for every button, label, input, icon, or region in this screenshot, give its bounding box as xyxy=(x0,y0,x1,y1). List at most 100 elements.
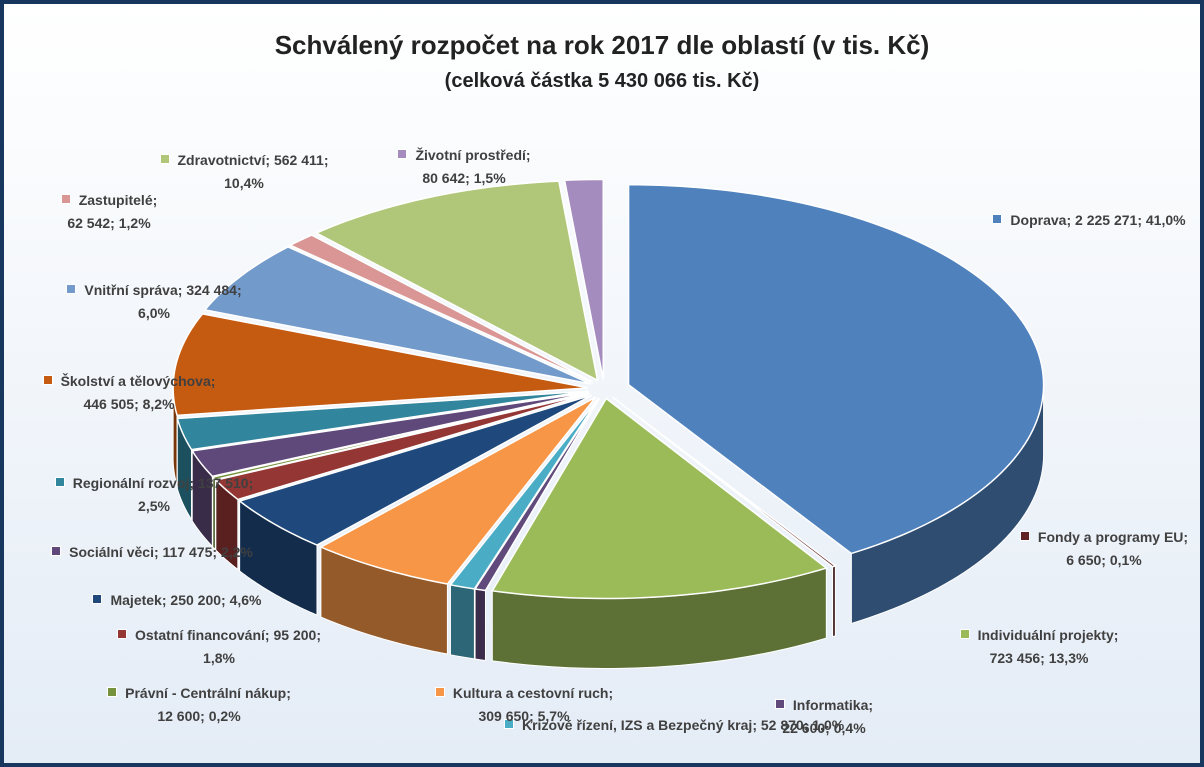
label-separator: ; xyxy=(153,544,163,560)
legend-marker xyxy=(60,194,71,204)
label-percent: 1,0% xyxy=(812,717,845,733)
label-percent: 1,8% xyxy=(203,650,235,666)
label-separator: ; xyxy=(1101,552,1110,568)
data-label: Zdravotnictví; 562 411; 10,4% xyxy=(124,149,364,195)
label-separator: ; xyxy=(803,717,813,733)
label-name: Sociální věci xyxy=(69,544,154,560)
label-percent: 10,4% xyxy=(224,175,264,191)
label-value: 62 542 xyxy=(67,215,111,231)
legend-marker xyxy=(397,149,408,159)
label-separator: ; xyxy=(236,282,242,298)
label-name: Informatika xyxy=(792,697,869,713)
data-label: Školství a tělovýchova; 446 505; 8,2% xyxy=(14,370,244,416)
slice xyxy=(214,392,591,501)
legend-marker xyxy=(107,687,118,697)
slice xyxy=(190,391,590,478)
slice-side xyxy=(832,565,836,638)
label-value: 562 411 xyxy=(273,152,324,168)
slice xyxy=(288,234,594,383)
label-name: Krizové řízení, IZS a Bezpečný kraj xyxy=(522,717,753,733)
label-name: Individuální projekty xyxy=(977,627,1114,643)
label-separator: ; xyxy=(134,396,143,412)
label-separator: ; xyxy=(248,475,254,491)
data-label: Sociální věci; 117 475; 2,2% xyxy=(22,541,282,564)
label-value: 324 484 xyxy=(186,282,237,298)
label-separator: ; xyxy=(1113,627,1119,643)
label-separator: ; xyxy=(608,685,614,701)
label-separator: ; xyxy=(200,708,209,724)
legend-marker xyxy=(54,477,65,487)
data-label: Majetek; 250 200; 4,6% xyxy=(62,589,292,612)
label-percent: 2,5% xyxy=(138,498,170,514)
label-value: 52 870 xyxy=(760,717,804,733)
label-percent: 5,7% xyxy=(537,708,570,724)
label-name: Zdravotnictví xyxy=(177,152,266,168)
label-value: 137 510 xyxy=(197,475,249,491)
slice xyxy=(612,396,837,568)
slice xyxy=(176,390,589,451)
label-percent: 13,3% xyxy=(1048,650,1089,666)
data-label: Individuální projekty; 723 456; 13,3% xyxy=(934,624,1144,670)
legend-marker xyxy=(959,629,970,639)
label-separator: ; xyxy=(161,592,171,608)
label-name: Právní - Centrální nákup xyxy=(125,685,287,701)
label-value: 95 200 xyxy=(273,627,317,643)
data-label: Ostatní financování; 95 200; 1,8% xyxy=(84,624,354,670)
data-label: Vnitřní správa; 324 484; 6,0% xyxy=(34,279,274,325)
legend-marker xyxy=(1019,531,1030,541)
label-name: Regionální rozvoj xyxy=(72,475,190,491)
label-name: Doprava xyxy=(1010,212,1067,228)
data-label: Zastupitelé; 62 542; 1,2% xyxy=(19,189,199,235)
data-label: Informatika; 22 600; 0,4% xyxy=(724,694,924,740)
data-label: Kultura a cestovní ruch; 309 650; 5,7% xyxy=(404,682,644,728)
legend-marker xyxy=(92,594,103,604)
label-name: Majetek xyxy=(110,592,162,608)
pie-plot xyxy=(172,178,1045,670)
slice-side xyxy=(449,584,475,660)
label-value: 80 642 xyxy=(422,170,466,186)
label-percent: 41,0% xyxy=(1145,212,1186,228)
data-label: Doprava; 2 225 271; 41,0% xyxy=(969,209,1200,232)
legend-marker xyxy=(117,629,127,639)
data-label: Regionální rozvoj; 137 510; 2,5% xyxy=(24,472,284,518)
label-value: 22 600 xyxy=(782,720,826,736)
label-value: 723 456 xyxy=(989,650,1041,666)
chart-subtitle: (celková částka 5 430 066 tis. Kč) xyxy=(444,70,760,92)
legend-marker xyxy=(504,719,514,729)
label-separator: ; xyxy=(868,697,874,713)
label-separator: ; xyxy=(1183,529,1189,545)
data-label: Životní prostředí; 80 642; 1,5% xyxy=(354,144,574,190)
label-separator: ; xyxy=(152,192,158,208)
label-separator: ; xyxy=(110,215,119,231)
label-value: 250 200 xyxy=(170,592,222,608)
label-separator: ; xyxy=(465,170,474,186)
label-separator: ; xyxy=(286,685,291,701)
label-percent: 0,1% xyxy=(1109,552,1142,568)
label-name: Ostatní financování xyxy=(135,627,265,643)
label-value: 2 225 271 xyxy=(1075,212,1138,228)
slice xyxy=(238,394,593,546)
label-separator: ; xyxy=(1137,212,1146,228)
slice-side xyxy=(474,588,486,662)
label-separator: ; xyxy=(221,592,230,608)
label-separator: ; xyxy=(264,627,274,643)
label-percent: 2,2% xyxy=(220,544,253,560)
slice xyxy=(563,178,605,380)
legend-marker xyxy=(159,154,170,164)
data-label: Fondy a programy EU; 6 650; 0,1% xyxy=(1004,526,1200,572)
legend-marker xyxy=(774,699,785,709)
label-name: Školství a tělovýchova xyxy=(60,373,211,389)
label-separator: ; xyxy=(316,627,321,643)
data-label: Krizové řízení, IZS a Bezpečný kraj; 52 … xyxy=(504,714,844,737)
label-percent: 0,4% xyxy=(833,720,866,736)
legend-marker xyxy=(42,375,53,385)
legend-marker xyxy=(992,214,1003,224)
legend-marker xyxy=(51,546,62,556)
label-value: 309 650 xyxy=(478,708,530,724)
label-name: Kultura a cestovní ruch xyxy=(452,685,609,701)
data-label: Právní - Centrální nákup; 12 600; 0,2% xyxy=(99,682,299,728)
label-name: Fondy a programy EU xyxy=(1037,529,1184,545)
label-percent: 4,6% xyxy=(229,592,262,608)
label-separator: ; xyxy=(189,475,198,491)
slice xyxy=(319,396,597,585)
